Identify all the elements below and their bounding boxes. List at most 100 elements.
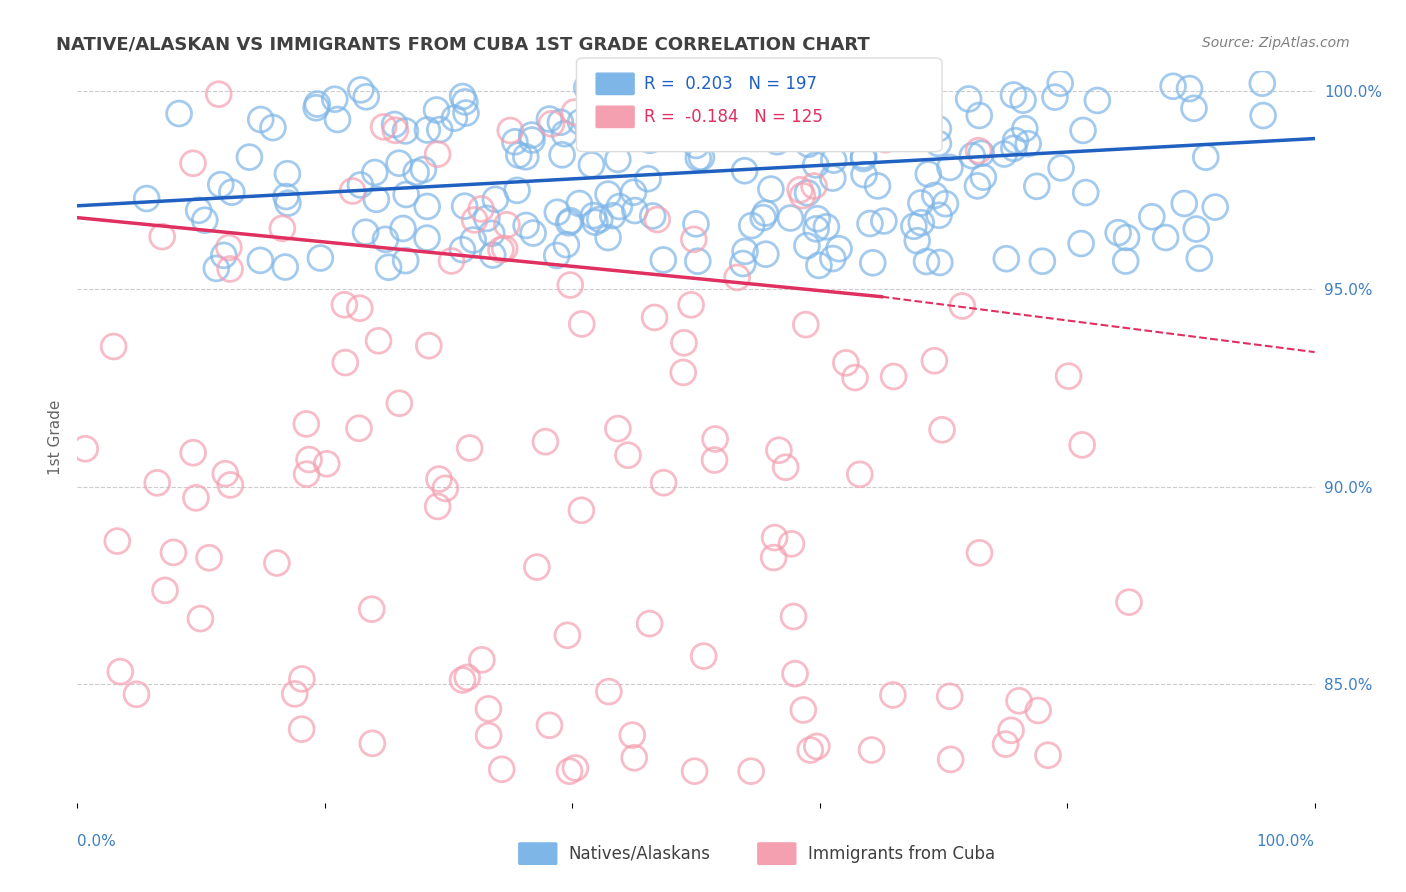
Point — [1074, 186, 1097, 200]
Point — [1070, 236, 1092, 251]
Point — [903, 219, 925, 234]
Point — [555, 237, 578, 252]
Point — [451, 243, 474, 257]
Point — [993, 147, 1015, 161]
Point — [557, 216, 579, 230]
Point — [652, 252, 675, 267]
Point — [1036, 748, 1059, 763]
Point — [425, 103, 447, 117]
Point — [349, 301, 371, 316]
Point — [868, 125, 890, 139]
Point — [323, 92, 346, 106]
Text: 100.0%: 100.0% — [1257, 834, 1315, 849]
Point — [181, 156, 204, 170]
Point — [853, 168, 876, 182]
Point — [1251, 76, 1274, 90]
Point — [546, 205, 568, 219]
Point — [685, 138, 707, 153]
Point — [395, 187, 418, 202]
Point — [384, 123, 406, 137]
Point — [690, 150, 713, 164]
Point — [796, 186, 818, 200]
Point — [806, 739, 828, 754]
Point — [1000, 723, 1022, 738]
Text: 0.0%: 0.0% — [77, 834, 117, 849]
Point — [914, 131, 936, 145]
Point — [768, 443, 790, 458]
Point — [924, 353, 946, 368]
Point — [291, 722, 314, 736]
Point — [762, 550, 785, 565]
Point — [194, 213, 217, 227]
Point — [823, 153, 845, 168]
Text: Source: ZipAtlas.com: Source: ZipAtlas.com — [1202, 36, 1350, 50]
Point — [550, 115, 572, 129]
Point — [274, 189, 297, 203]
Point — [779, 211, 801, 225]
Point — [1014, 121, 1036, 136]
Point — [560, 213, 582, 227]
Point — [374, 232, 396, 246]
Point — [704, 432, 727, 446]
Point — [388, 396, 411, 410]
Point — [910, 216, 932, 230]
Point — [218, 240, 240, 254]
Point — [950, 299, 973, 313]
Point — [883, 369, 905, 384]
Point — [426, 500, 449, 514]
Point — [499, 123, 522, 137]
Point — [860, 743, 883, 757]
Point — [569, 115, 592, 129]
Point — [685, 217, 707, 231]
Point — [759, 182, 782, 196]
Point — [725, 270, 748, 285]
Point — [538, 112, 561, 126]
Point — [551, 148, 574, 162]
Point — [75, 442, 97, 456]
Point — [872, 87, 894, 102]
Point — [797, 137, 820, 152]
Point — [361, 736, 384, 750]
Point — [305, 101, 328, 115]
Point — [862, 256, 884, 270]
Point — [644, 310, 666, 325]
Point — [187, 203, 209, 218]
Point — [429, 122, 451, 136]
Text: R =  0.203   N = 197: R = 0.203 N = 197 — [644, 75, 817, 93]
Point — [522, 226, 544, 240]
Point — [962, 149, 984, 163]
Point — [917, 167, 939, 181]
Point — [394, 124, 416, 138]
Point — [790, 117, 813, 131]
Point — [418, 339, 440, 353]
Point — [1140, 210, 1163, 224]
Point — [734, 163, 756, 178]
Point — [1173, 196, 1195, 211]
Point — [153, 583, 176, 598]
Point — [198, 550, 221, 565]
Point — [910, 196, 932, 211]
Point — [831, 126, 853, 140]
Point — [875, 97, 897, 112]
Point — [792, 703, 814, 717]
Point — [373, 120, 395, 134]
Point — [617, 448, 640, 462]
Point — [704, 95, 727, 110]
Point — [589, 212, 612, 227]
Point — [623, 186, 645, 200]
Point — [440, 254, 463, 268]
Point — [416, 199, 439, 213]
Point — [125, 687, 148, 701]
Point — [276, 167, 298, 181]
Point — [167, 106, 190, 120]
Point — [692, 649, 714, 664]
Point — [526, 560, 548, 574]
Point — [875, 133, 897, 147]
Point — [939, 161, 962, 175]
Point — [1107, 226, 1129, 240]
Point — [538, 718, 561, 732]
Point — [471, 653, 494, 667]
Point — [262, 120, 284, 135]
Point — [1204, 200, 1226, 214]
Point — [972, 170, 994, 185]
